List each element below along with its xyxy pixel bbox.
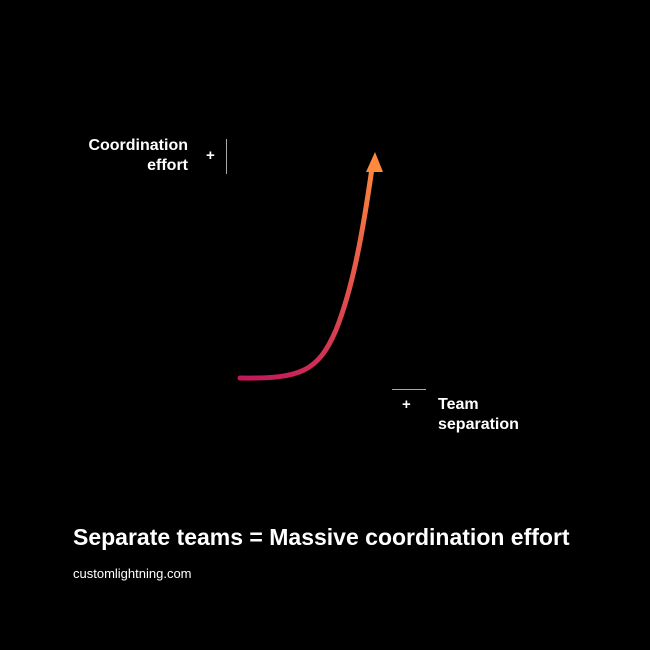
x-axis-label: Team separation bbox=[438, 395, 519, 435]
y-axis-label-line-2: effort bbox=[147, 157, 188, 174]
website-link[interactable]: customlightning.com bbox=[73, 566, 192, 581]
y-axis-label: Coordination effort bbox=[88, 136, 188, 176]
x-axis-plus-marker: + bbox=[402, 396, 411, 413]
y-axis-label-line-1: Coordination bbox=[88, 137, 188, 154]
growth-curve bbox=[237, 165, 375, 381]
headline: Separate teams = Massive coordination ef… bbox=[73, 524, 570, 550]
y-axis-plus-marker: + bbox=[206, 147, 215, 164]
x-axis-label-line-2: separation bbox=[438, 416, 519, 433]
arrowhead-icon bbox=[366, 152, 383, 172]
x-axis-label-line-1: Team bbox=[438, 396, 479, 413]
